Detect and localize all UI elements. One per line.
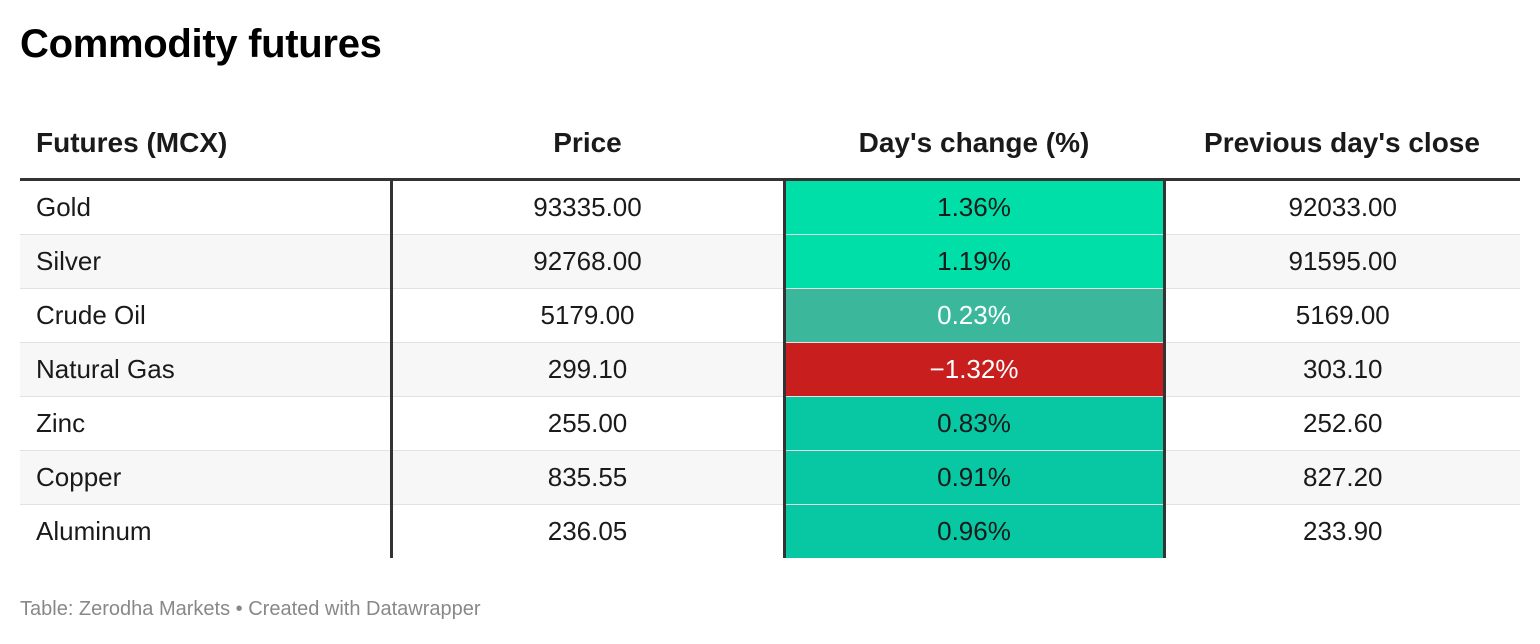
source-note: Table: Zerodha Markets • Created with Da… (20, 598, 481, 620)
cell-price: 236.05 (391, 504, 786, 558)
cell-day-change: 1.19% (784, 234, 1166, 289)
column-header-price: Price (391, 108, 784, 181)
table-title: Commodity futures (20, 22, 382, 66)
cell-price: 299.10 (391, 342, 786, 397)
cell-futures-name: Natural Gas (20, 342, 393, 397)
cell-prev-close: 303.10 (1164, 342, 1520, 397)
table-row: Crude Oil 5179.00 0.23% 5169.00 (20, 288, 1520, 343)
table-body: Gold 93335.00 1.36% 92033.00 Silver 92768.00 1… (20, 179, 1520, 558)
cell-price: 5179.00 (391, 288, 786, 343)
cell-prev-close: 91595.00 (1164, 234, 1520, 289)
cell-futures-name: Crude Oil (20, 288, 393, 343)
cell-prev-close: 827.20 (1164, 450, 1520, 505)
cell-futures-name: Aluminum (20, 504, 393, 558)
cell-prev-close: 233.90 (1302, 516, 1383, 546)
cell-price: 255.00 (391, 396, 786, 451)
table-row: Aluminum 236.05 0.96% 233.90 (20, 504, 1520, 558)
table-row: Natural Gas 299.10 −1.32% 303.10 (20, 342, 1520, 397)
cell-futures-name: Zinc (20, 396, 393, 451)
table-row: Gold 93335.00 1.36% 92033.00 (20, 179, 1520, 235)
commodity-table: Futures (MCX) Price Day's change (%) Pre… (20, 108, 1520, 558)
cell-day-change: 1.36% (784, 179, 1166, 235)
table-row: Copper 835.55 0.91% 827.20 (20, 450, 1520, 505)
cell-day-change: 0.91% (784, 450, 1166, 505)
cell-day-change: −1.32% (784, 342, 1166, 397)
cell-day-change: 0.96% (784, 504, 1166, 558)
column-header-prev-close: Previous day's close (1164, 108, 1520, 181)
cell-prev-close: 5169.00 (1164, 288, 1520, 343)
cell-prev-close: 92033.00 (1164, 179, 1520, 235)
cell-futures-name: Copper (20, 450, 393, 505)
cell-prev-close: 252.60 (1164, 396, 1520, 451)
table-row: Zinc 255.00 0.83% 252.60 (20, 396, 1520, 451)
column-header-change: Day's change (%) (784, 108, 1164, 181)
cell-futures-name: Silver (20, 234, 393, 289)
cell-futures-name: Gold (20, 179, 393, 235)
header-row: Futures (MCX) Price Day's change (%) Pre… (20, 108, 1520, 181)
cell-price: 835.55 (391, 450, 786, 505)
cell-day-change: 0.23% (784, 288, 1166, 343)
cell-day-change: 0.83% (784, 396, 1166, 451)
cell-price: 93335.00 (391, 179, 786, 235)
table-row: Silver 92768.00 1.19% 91595.00 (20, 234, 1520, 289)
cell-price: 92768.00 (391, 234, 786, 289)
column-header-futures: Futures (MCX) (20, 108, 391, 181)
